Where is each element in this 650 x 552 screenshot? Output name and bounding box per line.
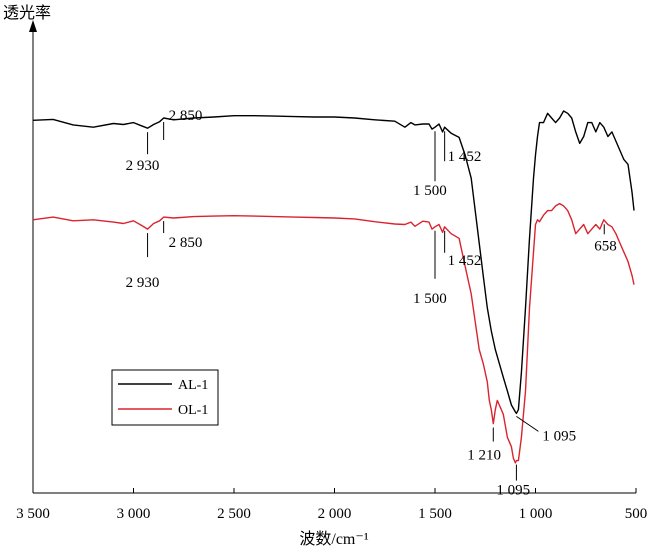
annotation-label: 1 452 <box>448 253 482 269</box>
annotation-leader <box>516 415 539 432</box>
annotation-label: 2 930 <box>126 275 160 291</box>
legend: AL-1 OL-1 <box>111 369 219 426</box>
legend-label-ol-1: OL-1 <box>178 403 208 418</box>
x-tick-label: 1 500 <box>418 506 452 522</box>
annotation-label: 658 <box>594 238 617 254</box>
annotation-label: 1 452 <box>448 149 482 165</box>
x-axis-title: 波数/cm⁻¹ <box>299 530 368 548</box>
series-line-al-1 <box>32 110 635 415</box>
x-tick-label: 3 500 <box>16 506 50 522</box>
series-lines <box>32 110 635 464</box>
annotation-label: 1 500 <box>413 291 447 307</box>
annotation-label: 1 095 <box>496 483 530 499</box>
x-tick-label: 2 000 <box>318 506 352 522</box>
y-axis-title: 透光率 <box>3 4 51 22</box>
legend-label-al-1: AL-1 <box>178 378 208 393</box>
legend-box <box>111 369 219 426</box>
y-axis-arrow <box>29 20 37 32</box>
peak-annotations: 2 850 2 930 1 452 1 500 1 095 2 850 2 930 1 452… <box>126 108 617 499</box>
annotation-label: 1 095 <box>542 428 576 444</box>
x-tick-label: 2 500 <box>217 506 251 522</box>
x-tick-label: 1 000 <box>519 506 553 522</box>
x-axis-ticks: 3 500 3 000 2 500 2 000 1 500 1 000 500 <box>16 488 647 522</box>
annotation-label: 2 850 <box>169 108 203 124</box>
x-tick-label: 3 000 <box>117 506 151 522</box>
annotation-label: 1 500 <box>413 183 447 199</box>
series-line-ol-1 <box>32 202 635 464</box>
annotation-label: 2 850 <box>169 235 203 251</box>
annotation-label: 1 210 <box>467 448 501 464</box>
annotation-label: 2 930 <box>126 158 160 174</box>
x-tick-label: 500 <box>625 506 648 522</box>
